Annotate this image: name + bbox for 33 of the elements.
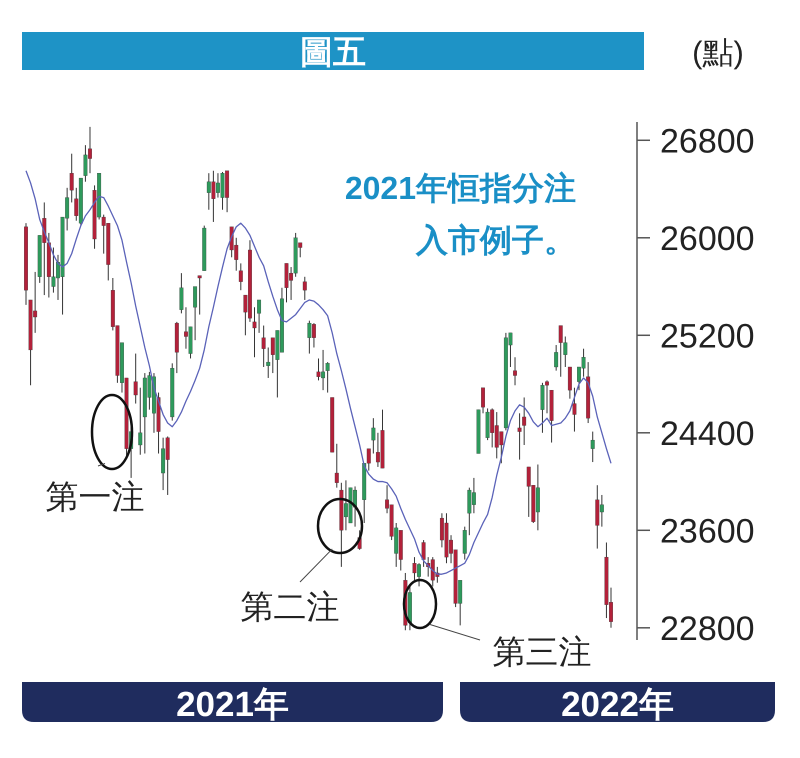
candlestick [134, 353, 138, 404]
y-tick-label: 23600 [660, 512, 755, 550]
candlestick [462, 526, 467, 560]
candlestick [590, 431, 595, 463]
candlestick [302, 276, 307, 300]
candlestick [481, 387, 485, 414]
candlestick [522, 396, 526, 446]
candlestick [513, 356, 517, 386]
candlestick [179, 272, 184, 314]
candlestick [422, 540, 426, 568]
candlestick [326, 362, 330, 394]
y-tick-label: 26800 [660, 122, 755, 160]
y-tick-label: 25200 [660, 317, 755, 356]
annotation: 第一注 [46, 478, 144, 515]
annotation: 第二注 [240, 588, 340, 625]
candlestick [518, 412, 522, 460]
y-tick-label: 26000 [660, 220, 755, 258]
annotation: 2021年恒指分注入市例子。 [344, 169, 576, 260]
text: 2021年 [176, 685, 289, 724]
candlestick [238, 262, 243, 291]
candlestick [572, 387, 576, 432]
y-tick-label: 22800 [660, 610, 755, 648]
y-axis-title: (點) [692, 35, 744, 70]
candlestick [198, 275, 202, 316]
annotation: 第三注 [492, 633, 592, 670]
candlestick [193, 286, 198, 341]
candlestick [371, 418, 376, 454]
candlestick [334, 443, 339, 488]
text: 2022年 [561, 685, 674, 724]
candlestick [257, 299, 262, 334]
chart-title: 圖五 [300, 33, 366, 70]
y-tick-label: 24400 [660, 414, 755, 453]
candlestick [252, 306, 256, 358]
